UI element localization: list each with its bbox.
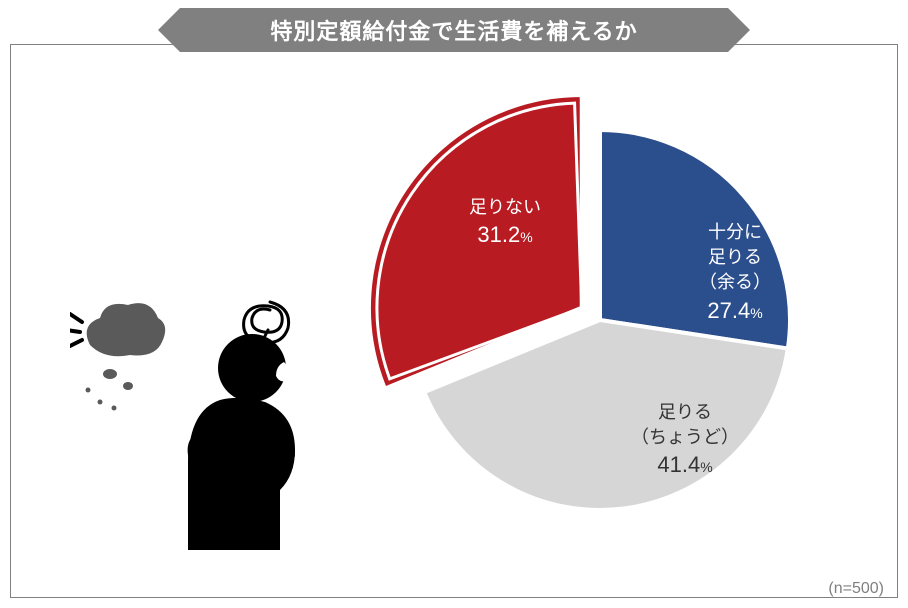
worried-person-icon	[70, 290, 360, 550]
title-banner: 特別定額給付金で生活費を補えるか	[180, 8, 728, 52]
person-icon	[188, 334, 295, 550]
slice-percent: 31.2	[477, 222, 520, 247]
percent-unit: %	[520, 229, 532, 245]
percent-unit: %	[750, 305, 762, 321]
slice-label: 足りない31.2%	[430, 195, 580, 251]
slice-label: 足りる （ちょうど）41.4%	[610, 400, 760, 481]
motion-lines-icon	[70, 314, 82, 346]
percent-unit: %	[700, 459, 712, 475]
scribble-icon	[244, 302, 289, 343]
slice-name: 足りない	[430, 195, 580, 220]
sample-size-label: (n=500)	[828, 580, 884, 598]
slice-label: 十分に 足りる （余る）27.4%	[660, 220, 810, 326]
chart-title: 特別定額給付金で生活費を補えるか	[270, 14, 637, 46]
slice-name: 足りる （ちょうど）	[610, 400, 760, 450]
slice-percent: 41.4	[657, 452, 700, 477]
wallet-icon	[86, 303, 166, 410]
slice-name: 十分に 足りる （余る）	[660, 220, 810, 296]
pie-chart: 十分に 足りる （余る）27.4%足りる （ちょうど）41.4%足りない31.2…	[370, 90, 830, 550]
slice-percent: 27.4	[707, 298, 750, 323]
